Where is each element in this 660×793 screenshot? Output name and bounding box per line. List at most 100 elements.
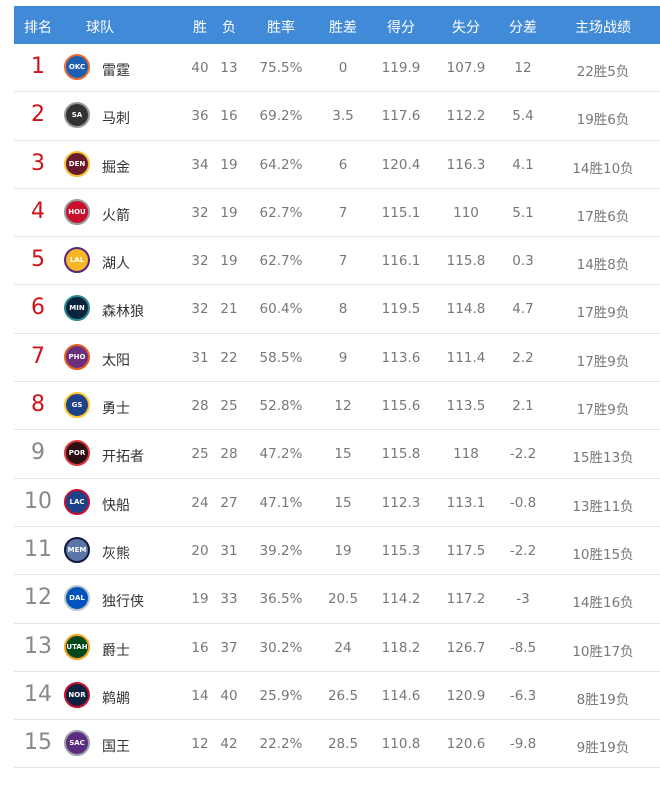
rank: 12 xyxy=(24,585,52,611)
cell-w: 12 xyxy=(191,736,209,753)
header-point-diff: 分差 xyxy=(509,20,537,36)
team-logo-icon: SA xyxy=(64,102,90,129)
team-name[interactable]: 勇士 xyxy=(102,401,130,418)
table-row[interactable]: 3 DEN 掘金 34 19 64.2% 6 120.4 116.3 4.1 14胜10负 xyxy=(14,141,660,189)
table-row[interactable]: 9 POR 开拓者 25 28 47.2% 15 115.8 118 -2.2 15胜13负 xyxy=(14,430,660,479)
cell-pa: 115.8 xyxy=(446,253,486,270)
cell-gb: 12 xyxy=(334,398,352,415)
table-row[interactable]: 1 OKC 雷霆 40 13 75.5% 0 119.9 107.9 12 22胜5负 xyxy=(14,44,660,93)
cell-w: 32 xyxy=(191,204,209,221)
table-row[interactable]: 11 MEM 灰熊 20 31 39.2% 19 115.3 117.5 -2.2 10胜15负 xyxy=(14,527,660,576)
team-name[interactable]: 开拓者 xyxy=(102,449,144,466)
team-name[interactable]: 火箭 xyxy=(102,207,130,224)
rank: 13 xyxy=(24,633,52,659)
cell-w: 20 xyxy=(191,542,209,559)
cell-diff: 0.3 xyxy=(512,253,534,270)
team-name[interactable]: 掘金 xyxy=(102,159,130,176)
cell-home: 14胜8负 xyxy=(576,257,630,274)
cell-pa: 110 xyxy=(453,204,479,221)
team-logo-icon: MEM xyxy=(64,536,90,563)
team-name[interactable]: 马刺 xyxy=(102,111,130,128)
cell-pct: 62.7% xyxy=(259,253,303,270)
cell-l: 28 xyxy=(220,446,238,463)
team-name[interactable]: 爵士 xyxy=(102,642,130,659)
cell-pa: 120.9 xyxy=(446,687,486,704)
team-logo-icon: POR xyxy=(64,440,90,467)
cell-diff: 2.1 xyxy=(512,398,534,415)
cell-pa: 116.3 xyxy=(446,156,486,173)
cell-diff: 12 xyxy=(514,60,532,76)
rank: 10 xyxy=(24,488,52,514)
header-points-against: 失分 xyxy=(452,20,480,36)
cell-pa: 114.8 xyxy=(446,301,486,318)
team-logo-icon: OKC xyxy=(64,54,90,80)
table-row[interactable]: 2 SA 马刺 36 16 69.2% 3.5 117.6 112.2 5.4 19胜6负 xyxy=(14,92,660,141)
cell-gb: 6 xyxy=(338,156,348,173)
table-row[interactable]: 6 MIN 森林狼 32 21 60.4% 8 119.5 114.8 4.7 17胜9负 xyxy=(14,285,660,334)
cell-pf: 118.2 xyxy=(381,639,421,656)
table-row[interactable]: 5 LAL 湖人 32 19 62.7% 7 116.1 115.8 0.3 14胜8负 xyxy=(14,237,660,286)
cell-w: 32 xyxy=(191,253,209,270)
cell-home: 14胜16负 xyxy=(572,595,634,612)
team-name[interactable]: 雷霆 xyxy=(102,63,130,79)
table-row[interactable]: 4 HOU 火箭 32 19 62.7% 7 115.1 110 5.1 17胜6负 xyxy=(14,189,660,238)
cell-pf: 119.5 xyxy=(381,301,421,318)
table-row[interactable]: 10 LAC 快船 24 27 47.1% 15 112.3 113.1 -0.8 13胜11负 xyxy=(14,479,660,527)
cell-gb: 3.5 xyxy=(332,108,354,125)
rank: 6 xyxy=(31,295,45,321)
rank: 4 xyxy=(31,198,45,224)
cell-pa: 120.6 xyxy=(446,736,486,753)
cell-diff: -3 xyxy=(516,591,530,608)
team-name[interactable]: 森林狼 xyxy=(102,304,144,321)
team-name[interactable]: 快船 xyxy=(102,497,130,514)
cell-home: 19胜6负 xyxy=(576,112,630,129)
cell-pct: 58.5% xyxy=(259,349,303,366)
header-wins: 胜 xyxy=(193,20,207,36)
cell-pa: 118 xyxy=(453,446,479,463)
cell-pct: 47.1% xyxy=(259,494,303,511)
rank: 2 xyxy=(31,102,45,128)
team-logo-icon: DEN xyxy=(64,150,90,177)
cell-diff: -2.2 xyxy=(509,542,537,559)
cell-pf: 114.2 xyxy=(381,591,421,608)
cell-l: 21 xyxy=(220,301,238,318)
team-logo-icon: MIN xyxy=(64,295,90,322)
cell-pf: 115.6 xyxy=(381,398,421,415)
table-row[interactable]: 13 UTAH 爵士 16 37 30.2% 24 118.2 126.7 -8.5 10胜17负 xyxy=(14,624,660,672)
team-name[interactable]: 湖人 xyxy=(102,256,130,273)
cell-diff: 4.1 xyxy=(512,156,534,173)
team-name[interactable]: 鹈鹕 xyxy=(102,690,130,707)
cell-pf: 112.3 xyxy=(381,494,421,511)
table-row[interactable]: 7 PHO 太阳 31 22 58.5% 9 113.6 111.4 2.2 17胜9负 xyxy=(14,334,660,383)
cell-l: 42 xyxy=(220,736,238,753)
cell-home: 17胜9负 xyxy=(576,402,630,419)
cell-home: 10胜15负 xyxy=(572,546,634,563)
cell-home: 17胜9负 xyxy=(576,353,630,370)
team-logo-icon: PHO xyxy=(64,343,90,370)
cell-gb: 8 xyxy=(338,301,348,318)
table-row[interactable]: 8 GS 勇士 28 25 52.8% 12 115.6 113.5 2.1 17胜9负 xyxy=(14,382,660,431)
table-row[interactable]: 15 SAC 国王 12 42 22.2% 28.5 110.8 120.6 -9.8 9胜19负 xyxy=(14,720,660,769)
cell-home: 13胜11负 xyxy=(572,498,634,515)
team-name[interactable]: 太阳 xyxy=(102,352,130,369)
header-rank: 排名 xyxy=(24,20,52,36)
team-name[interactable]: 独行侠 xyxy=(102,594,144,611)
cell-w: 25 xyxy=(191,446,209,463)
header-losses: 负 xyxy=(222,20,236,36)
cell-gb: 15 xyxy=(334,446,352,463)
cell-w: 19 xyxy=(191,591,209,608)
cell-l: 19 xyxy=(220,156,238,173)
table-row[interactable]: 14 NOR 鹈鹕 14 40 25.9% 26.5 114.6 120.9 -6.3 8胜19负 xyxy=(14,672,660,721)
team-name[interactable]: 灰熊 xyxy=(102,545,130,562)
cell-l: 16 xyxy=(220,108,238,125)
cell-diff: -2.2 xyxy=(509,446,537,463)
cell-l: 25 xyxy=(220,398,238,415)
header-games-behind: 胜差 xyxy=(329,20,357,36)
cell-pct: 52.8% xyxy=(259,398,303,415)
cell-diff: -0.8 xyxy=(509,494,537,511)
team-name[interactable]: 国王 xyxy=(102,739,130,756)
cell-w: 28 xyxy=(191,398,209,415)
cell-home: 15胜13负 xyxy=(572,450,634,467)
table-row[interactable]: 12 DAL 独行侠 19 33 36.5% 20.5 114.2 117.2 -3 14胜16负 xyxy=(14,575,660,624)
header-home-record: 主场战绩 xyxy=(575,20,631,36)
